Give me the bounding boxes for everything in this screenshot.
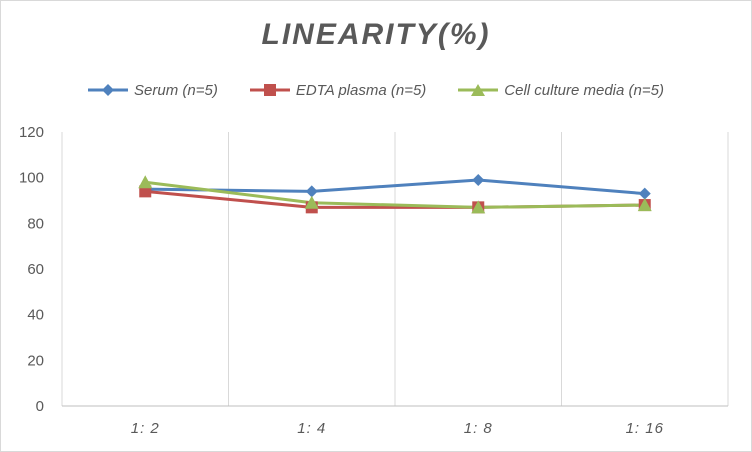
- y-tick-label: 120: [19, 124, 44, 141]
- legend-label-serum: Serum (n=5): [134, 81, 218, 99]
- y-tick-label: 0: [36, 398, 44, 415]
- y-tick-label: 60: [27, 261, 44, 278]
- data-point-marker: [638, 187, 651, 200]
- y-tick-label: 20: [27, 352, 44, 369]
- data-point-marker: [471, 200, 486, 214]
- data-point-marker: [138, 175, 153, 189]
- series-line-2: [145, 180, 645, 209]
- y-tick-label: 100: [19, 170, 44, 187]
- legend-label-cell-culture-media: Cell culture media (n=5): [504, 81, 664, 99]
- chart-legend: Serum (n=5) EDTA plasma (n=5) Cell cultu…: [0, 78, 752, 102]
- legend-item-cell-culture-media: Cell culture media (n=5): [458, 78, 664, 102]
- series-line-0: [145, 178, 645, 196]
- legend-marker-serum: [88, 84, 129, 96]
- legend-label-edta-plasma: EDTA plasma (n=5): [295, 81, 427, 99]
- legend-marker-edta-plasma: [249, 84, 290, 96]
- x-tick-label: 1: 16: [626, 420, 664, 437]
- legend-marker-cell-culture-media: [458, 84, 499, 96]
- x-tick-label: 1: 8: [464, 420, 493, 437]
- y-tick-label: 80: [27, 215, 44, 232]
- chart-title: LINEARITY(%): [261, 18, 491, 51]
- data-point-marker: [305, 185, 318, 198]
- data-point-marker: [139, 185, 152, 198]
- y-tick-label: 40: [27, 307, 44, 324]
- x-tick-label: 1: 2: [131, 420, 160, 437]
- data-point-marker: [472, 173, 485, 186]
- data-point-marker: [637, 198, 652, 212]
- x-tick-label: 1: 4: [297, 420, 326, 437]
- data-point-marker: [304, 195, 319, 209]
- legend-item-edta-plasma: EDTA plasma (n=5): [249, 78, 427, 102]
- legend-item-serum: Serum (n=5): [88, 78, 218, 102]
